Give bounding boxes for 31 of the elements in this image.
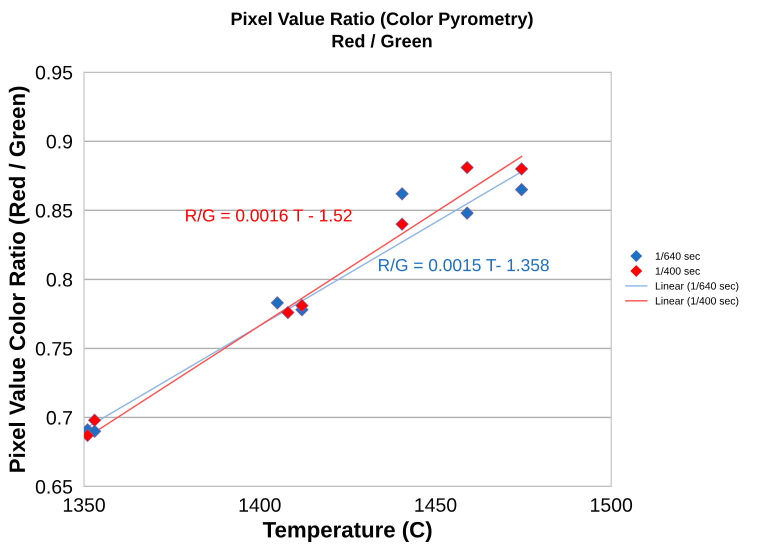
legend-label: 1/640 sec [656, 252, 700, 260]
legend-label: Linear (1/400 sec) [656, 296, 738, 307]
point [396, 187, 409, 200]
y-tick-label: 0.9 [46, 134, 72, 149]
y-tick-label: 0.85 [36, 204, 72, 218]
annotation: R/G = 0.0016 T - 1.52 [186, 208, 352, 222]
chart-title: Pixel Value Ratio (Color Pyrometry) [232, 12, 533, 29]
y-tick-label: 0.95 [36, 66, 72, 80]
x-tick-label: 1350 [64, 498, 105, 512]
y-axis-title: Pixel Value Color Ratio (Red / Green) [8, 86, 30, 472]
point [460, 160, 474, 174]
point [88, 414, 102, 427]
point [281, 306, 294, 320]
y-tick-label: 0.7 [46, 410, 72, 425]
x-tick-label: 1500 [591, 498, 632, 512]
chart-subtitle: Red / Green [332, 34, 432, 48]
point [460, 206, 474, 220]
point [270, 296, 284, 310]
point [515, 162, 528, 176]
y-tick-label: 0.75 [36, 342, 72, 356]
y-tick-label: 0.65 [36, 480, 72, 494]
point [295, 299, 308, 312]
x-axis-title: Temperature (C) [262, 521, 432, 542]
x-tick-label: 1400 [240, 498, 281, 512]
point [515, 183, 528, 196]
point [396, 218, 409, 231]
legend-label: Linear (1/640 sec) [656, 282, 738, 292]
legend-label: 1/400 sec [656, 267, 700, 275]
y-tick-label: 0.8 [46, 272, 72, 287]
x-tick-label: 1450 [415, 498, 456, 512]
annotation: R/G = 0.0015 T- 1.358 [379, 258, 549, 272]
